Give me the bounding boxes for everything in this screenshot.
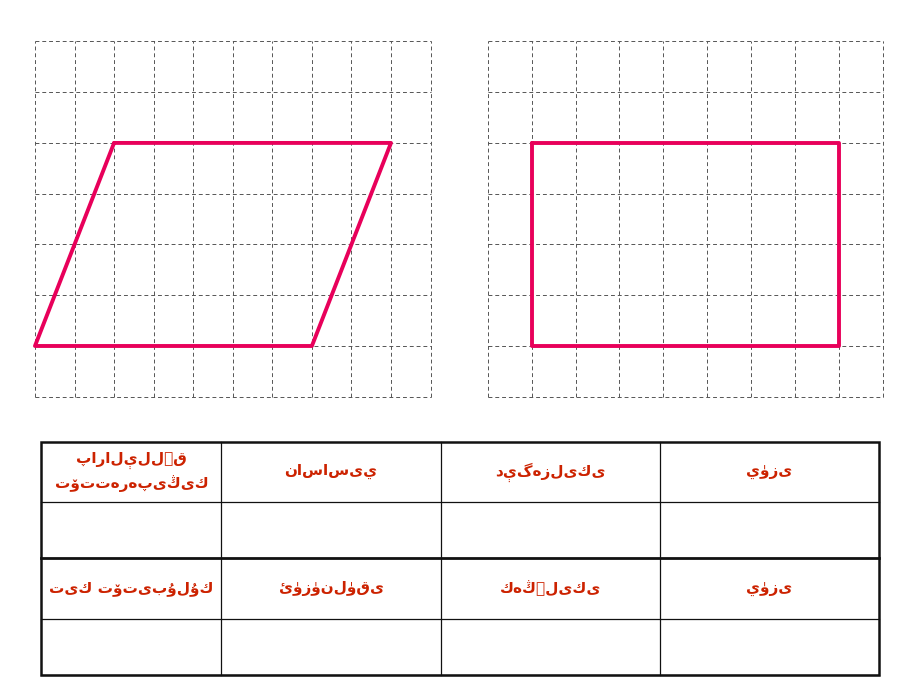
Text: يۈزی: يۈزی (745, 581, 791, 596)
Text: پارالېللۙق
تۆتتەرەپىڭىك: پارالېللۙق تۆتتەرەپىڭىك (54, 452, 208, 492)
Text: تىك تۆتىبۇلۇك: تىك تۆتىبۇلۇك (49, 581, 213, 596)
Text: ئۈزۈنلۈقى: ئۈزۈنلۈقى (278, 581, 383, 596)
Text: كەڭۅلىكی: كەڭۅلىكی (499, 580, 600, 596)
Text: يۈزی: يۈزی (745, 464, 791, 480)
Text: دېگەزلیكی: دېگەزلیكی (494, 462, 605, 482)
Text: ناساسیي: ناساسیي (284, 464, 377, 480)
